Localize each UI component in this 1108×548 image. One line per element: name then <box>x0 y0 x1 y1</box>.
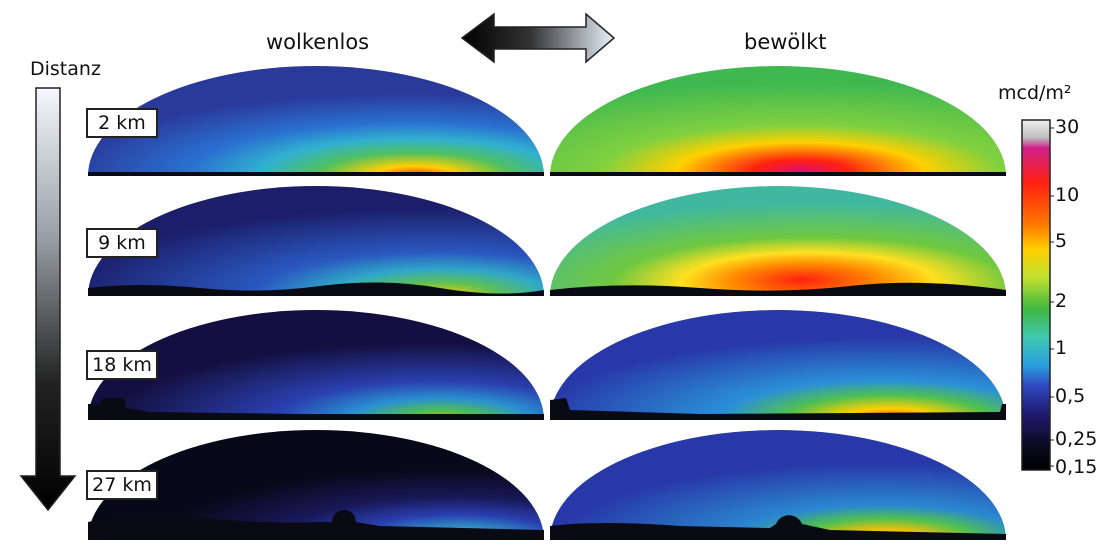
colorbar-unit: mcd/m² <box>998 82 1072 104</box>
dome-clear-18km <box>88 310 544 420</box>
colorbar-ticks <box>1050 127 1054 467</box>
dome-clear-9km <box>88 186 544 296</box>
dome-cloudy-27km <box>550 430 1006 540</box>
column-heading-clear: wolkenlos <box>266 30 370 54</box>
distance-badge-row-1: 2 km <box>86 108 158 138</box>
horizon-silhouettes <box>88 172 1006 540</box>
colorbar-tick-label: 1 <box>1055 337 1068 359</box>
colorbar-tick-label: 0,15 <box>1055 456 1098 478</box>
distance-label: Distanz <box>30 58 101 80</box>
distance-badge-row-2: 9 km <box>86 228 158 258</box>
column-heading-cloudy: bewölkt <box>744 30 827 54</box>
colorbar-tick-label: 30 <box>1055 116 1080 138</box>
dome-cloudy-18km <box>550 310 1006 420</box>
distance-badge-row-3: 18 km <box>86 350 158 380</box>
dome-clear-2km <box>88 66 544 176</box>
dome-cloudy-9km <box>550 186 1006 296</box>
distance-badge-row-4: 27 km <box>86 470 158 500</box>
colorbar-tick-label: 5 <box>1055 230 1068 252</box>
double-headed-arrow-icon <box>460 12 616 64</box>
colorbar-tick-label: 2 <box>1055 290 1068 312</box>
colorbar-tick-label: 10 <box>1055 184 1080 206</box>
colorbar-tick-label: 0,25 <box>1055 428 1098 450</box>
down-arrow-icon <box>19 87 77 512</box>
dome-clear-27km <box>88 430 544 540</box>
colorbar <box>1021 119 1051 471</box>
colorbar-tick-label: 0,5 <box>1055 385 1086 407</box>
dome-cloudy-2km <box>550 66 1006 176</box>
